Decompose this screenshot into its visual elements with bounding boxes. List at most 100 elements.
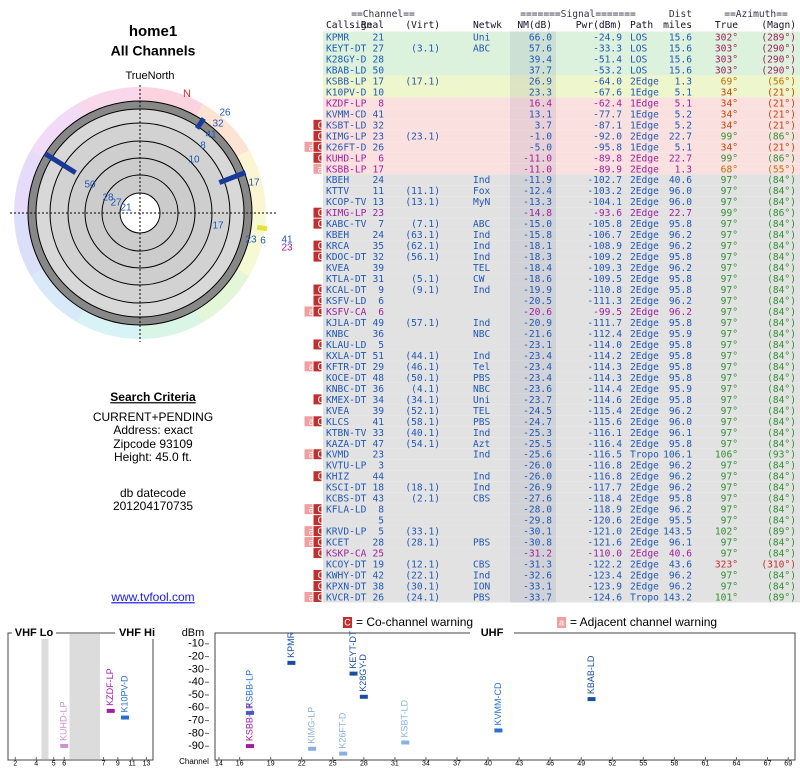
table-cell: 1Edge [630, 87, 659, 98]
row-background [323, 437, 800, 449]
table-cell: Ind [473, 428, 490, 439]
table-cell: -11.0 [523, 153, 552, 164]
table-cell: -24.7 [523, 417, 552, 428]
station-label: KPMR [286, 631, 296, 658]
table-cell: 96.2 [669, 263, 692, 274]
table-cell: Ind [473, 351, 490, 362]
table-cell: (84°) [767, 472, 796, 483]
criteria-line: Height: 45.0 ft. [114, 450, 192, 464]
table-cell: (84°) [767, 175, 796, 186]
x-tick-label: 5 [52, 760, 56, 767]
table-cell: 96.2 [669, 230, 692, 241]
table-cell: Ind [473, 230, 490, 241]
warning-box [313, 218, 322, 229]
row-background [323, 448, 800, 460]
table-cell: 303° [715, 43, 738, 54]
signal-marker [60, 743, 69, 748]
table-cell: -64.0 [593, 76, 622, 87]
legend-box [557, 617, 566, 628]
x-tick-label: 28 [360, 760, 368, 767]
nm-column-shade [510, 284, 556, 296]
table-cell: 2Edge [630, 274, 659, 285]
row-background [323, 393, 800, 405]
table-cell: 96.2 [669, 505, 692, 516]
station-label: KSBB-LP [244, 670, 254, 708]
table-cell: (310°) [761, 560, 796, 571]
table-cell: KLAU-LD [326, 340, 367, 351]
x-tick-label: 37 [453, 760, 461, 767]
table-cell: 33 [372, 428, 384, 439]
table-cell: -33.1 [523, 582, 552, 593]
table-cell: KSCI-DT [326, 483, 367, 494]
warning-box [313, 591, 322, 602]
nm-column-shade [510, 580, 556, 592]
nm-column-shade [510, 327, 556, 339]
legend-label: = Co-channel warning [356, 615, 473, 629]
table-cell: 5 [378, 527, 384, 538]
table-cell: 2Edge [630, 318, 659, 329]
warning-box [313, 284, 322, 295]
table-cell: (84°) [767, 549, 796, 560]
nm-column-shade [510, 31, 556, 43]
table-cell: 2Edge [630, 263, 659, 274]
row-background [323, 273, 800, 285]
table-cell: (21°) [767, 120, 796, 131]
table-cell: KVMD [326, 450, 349, 461]
table-cell: 2Edge [630, 571, 659, 582]
station-label: KEYT-DT [348, 630, 358, 669]
nm-column-shade [510, 163, 556, 175]
nm-column-shade [510, 426, 556, 438]
table-cell: 95.8 [669, 285, 692, 296]
x-tick-label: 43 [515, 760, 523, 767]
table-cell: 32 [372, 252, 384, 263]
table-cell: PBS [473, 538, 491, 549]
table-cell: (84°) [767, 362, 796, 373]
table-cell: 38 [372, 582, 384, 593]
site-link[interactable]: www.tvfool.com [110, 590, 194, 604]
row-background [323, 558, 800, 570]
station-label: K10PV-D [119, 675, 129, 713]
table-cell: KVMM-CD [326, 109, 367, 120]
row-background [323, 86, 800, 98]
nm-column-shade [510, 53, 556, 65]
table-cell: 21 [372, 33, 384, 44]
table-cell: (93°) [767, 450, 796, 461]
warning-flag: aC [309, 307, 327, 318]
band-label-bg [12, 627, 56, 639]
table-cell: 97° [721, 494, 738, 505]
table-cell: -123.4 [587, 571, 622, 582]
table-cell: Azt [473, 439, 490, 450]
band-label-bg [115, 627, 159, 639]
table-cell: (84°) [767, 263, 796, 274]
nm-column-shade [510, 470, 556, 482]
table-cell: Ind [473, 483, 490, 494]
warning-flags: a [313, 163, 323, 175]
table-cell: 97° [721, 274, 738, 285]
table-cell: 96.2 [669, 582, 692, 593]
table-cell: -89.8 [593, 153, 622, 164]
table-cell: Ind [473, 241, 490, 252]
table-cell: -103.2 [587, 186, 622, 197]
table-cell: 2Edge [630, 395, 659, 406]
x-tick-label: 9 [116, 760, 120, 767]
row-background [323, 306, 800, 317]
station-direction [43, 151, 77, 175]
table-cell: 95.8 [669, 274, 692, 285]
table-cell: KRVD-LP [326, 527, 367, 538]
table-cell: 95.8 [669, 439, 692, 450]
table-cell: KHIZ [326, 472, 349, 483]
warning-box [313, 240, 322, 251]
table-cell: 2Edge [630, 175, 659, 186]
table-cell: 97° [721, 241, 738, 252]
table-cell: -18.4 [523, 263, 552, 274]
x-tick-label: 61 [702, 760, 710, 767]
table-cell: (86°) [767, 153, 796, 164]
warning-flags: C [313, 581, 323, 593]
table-cell: 97° [721, 362, 738, 373]
table-cell: CBS [473, 494, 491, 505]
y-tick-label: -30 [188, 663, 204, 675]
table-cell: 97° [721, 329, 738, 340]
table-cell: 2Edge [630, 131, 659, 142]
warning-flags: aC [304, 416, 323, 428]
table-cell: KFTR-DT [326, 362, 367, 373]
